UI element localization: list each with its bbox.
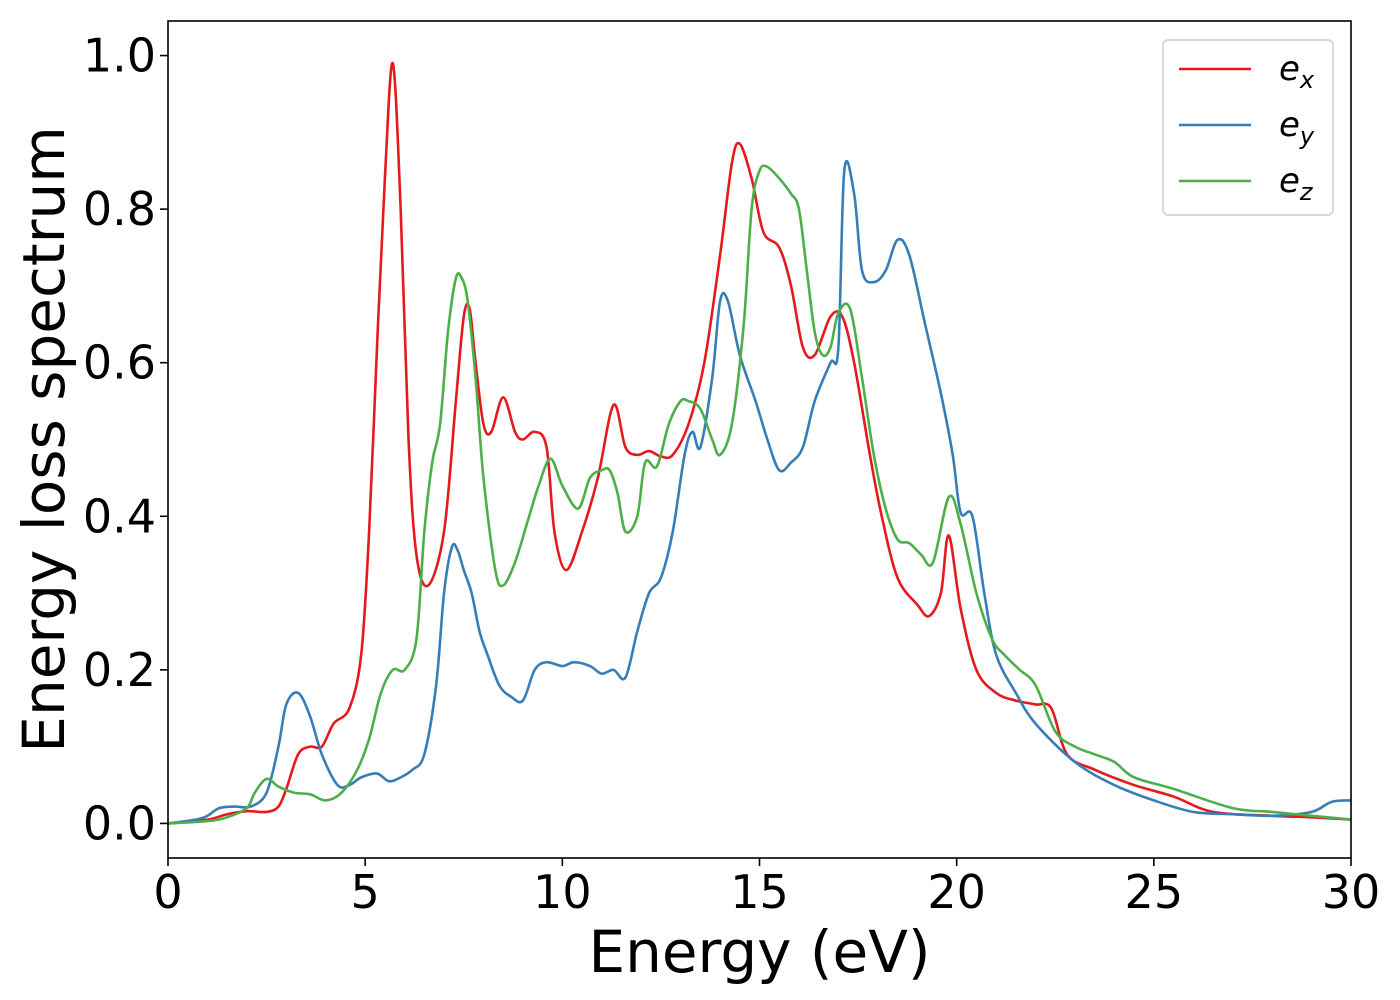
- y-tick-label: 1.0: [83, 29, 156, 83]
- x-tick-label: 20: [927, 865, 986, 919]
- legend-box: [1162, 39, 1334, 216]
- y-tick-label: 0.8: [83, 182, 156, 236]
- legend: ex ey ez: [1162, 39, 1334, 216]
- x-axis-title: Energy (eV): [588, 918, 930, 986]
- x-tick-label: 0: [153, 865, 182, 919]
- legend-item: ey: [1179, 105, 1315, 150]
- y-tick-label: 0.2: [83, 643, 156, 697]
- legend-item: ez: [1179, 161, 1314, 206]
- legend-label: ez: [1279, 161, 1314, 206]
- x-tick-label: 10: [533, 865, 592, 919]
- series-line-e-z: [168, 164, 1351, 825]
- x-tick-label: 15: [730, 865, 789, 919]
- x-tick-label: 5: [351, 865, 380, 919]
- legend-label: ex: [1279, 49, 1315, 94]
- y-axis-ticks: 0.0 0.2 0.4 0.6 0.8 1.0: [83, 29, 168, 850]
- y-tick-label: 0.0: [83, 796, 156, 850]
- series-line-e-x: [168, 61, 1351, 825]
- y-tick-label: 0.6: [83, 336, 156, 390]
- y-tick-label: 0.4: [83, 489, 156, 543]
- x-axis-ticks: 0 5 10 15 20 25 30: [153, 858, 1380, 919]
- x-tick-label: 30: [1322, 865, 1381, 919]
- legend-label: ey: [1279, 105, 1315, 150]
- legend-item: ex: [1179, 49, 1315, 94]
- y-axis-title: Energy loss spectrum: [10, 126, 78, 752]
- x-tick-label: 25: [1125, 865, 1184, 919]
- series-layer: [168, 61, 1351, 825]
- series-line-e-y: [168, 160, 1351, 825]
